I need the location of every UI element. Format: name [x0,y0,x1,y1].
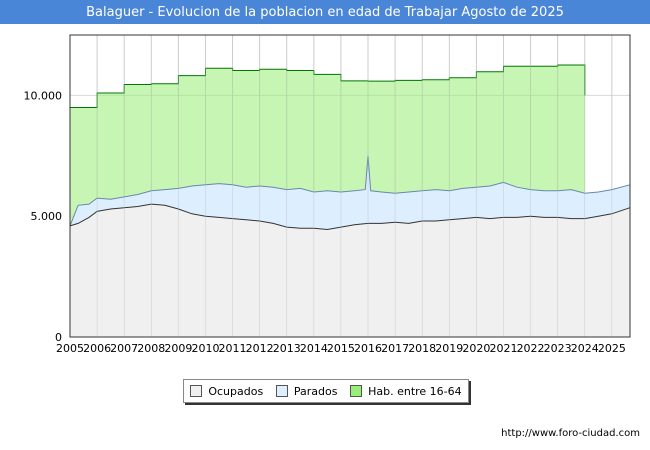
legend-item-hab: Hab. entre 16-64 [350,385,462,398]
plot-border [69,34,631,338]
x-tick-label: 2020 [462,342,490,355]
x-tick-label: 2005 [56,342,84,355]
legend-label-hab: Hab. entre 16-64 [368,384,462,398]
x-tick-label: 2012 [246,342,274,355]
x-tick-label: 2021 [489,342,517,355]
x-tick-label: 2019 [435,342,463,355]
x-tick-label: 2023 [544,342,572,355]
legend-swatch-parados [275,385,288,397]
x-tick-label: 2025 [598,342,626,355]
x-tick-label: 2007 [110,342,138,355]
x-tick-label: 2006 [83,342,111,355]
x-tick-label: 2022 [517,342,545,355]
source-url[interactable]: http://www.foro-ciudad.com [501,428,640,439]
legend-swatch-hab [350,385,363,397]
x-tick-label: 2009 [164,342,192,355]
x-tick-label: 2018 [408,342,436,355]
chart-title: Balaguer - Evolucion de la poblacion en … [0,0,650,24]
legend-label-parados: Parados [293,384,338,398]
x-tick-label: 2017 [381,342,409,355]
x-tick-label: 2011 [219,342,247,355]
y-tick-label: 10.000 [24,89,63,102]
x-tick-label: 2014 [300,342,328,355]
x-tick-label: 2010 [191,342,219,355]
chart-legend: Ocupados Parados Hab. entre 16-64 [183,379,469,403]
x-tick-label: 2016 [354,342,382,355]
legend-item-parados: Parados [275,384,338,398]
legend-item-ocupados: Ocupados [190,385,263,398]
y-tick-label: 0 [55,331,62,344]
chart-plot: 0 5.000 10.000 2005 2006 2007 2008 2009 2010 2011… [24,34,631,355]
x-tick-label: 2024 [571,342,599,355]
series-ocupados-area [70,204,630,337]
series-hab-line [70,64,586,108]
x-tick-label: 2015 [327,342,355,355]
x-tick-label: 2008 [137,342,165,355]
series-parados-line [69,155,631,227]
legend-label-ocupados: Ocupados [208,384,264,398]
legend-swatch-ocupados [190,385,203,397]
y-tick-label: 5.000 [31,210,63,223]
x-tick-label: 2013 [273,342,301,355]
